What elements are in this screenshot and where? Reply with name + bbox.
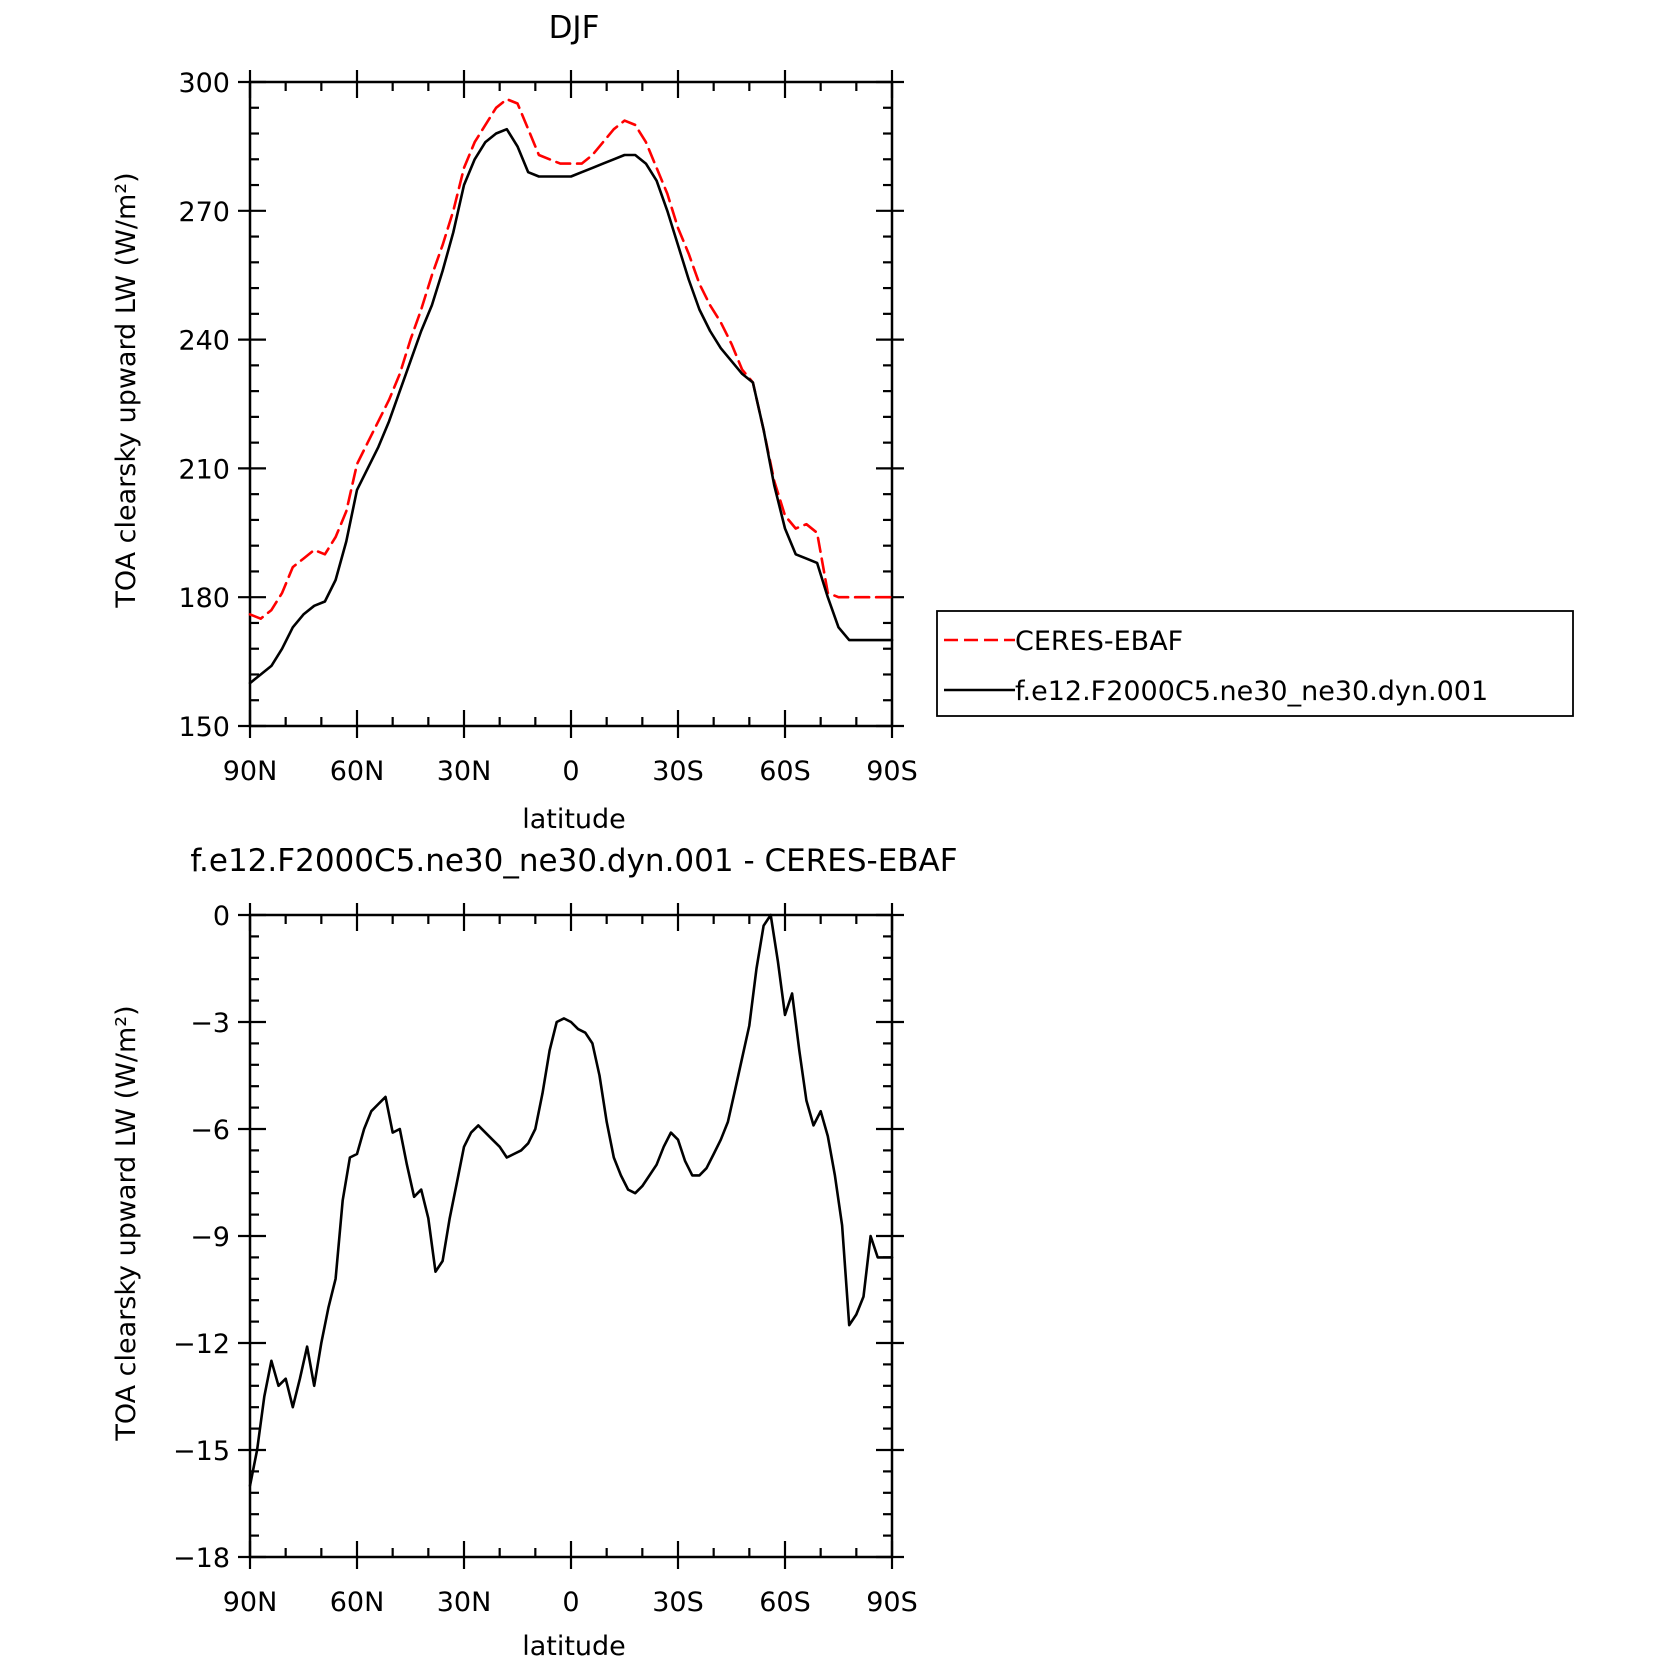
top-x-tick-label: 60S xyxy=(759,756,811,787)
top-axes: 90N 60N 30N 0 30S 60S 90S 150 180 210 240 270 300 xyxy=(178,68,917,787)
top-x-tick-label: 90S xyxy=(866,756,918,787)
bottom-panel-title: f.e12.F2000C5.ne30_ne30.dyn.001 - CERES-… xyxy=(190,843,957,879)
bottom-x-tick-label: 90S xyxy=(866,1587,918,1618)
bottom-x-tick-label: 90N xyxy=(223,1587,278,1618)
bottom-x-tick-label: 30N xyxy=(437,1587,492,1618)
bottom-series-line-difference xyxy=(248,913,894,1487)
bottom-panel: f.e12.F2000C5.ne30_ne30.dyn.001 - CERES-… xyxy=(111,843,958,1662)
legend-label-ceres: CERES-EBAF xyxy=(1015,626,1183,657)
top-y-tick-label: 180 xyxy=(178,583,230,614)
top-y-tick-label: 210 xyxy=(178,454,230,485)
top-xlabel: latitude xyxy=(522,804,626,835)
bottom-y-tick-label: −9 xyxy=(190,1222,230,1253)
top-y-tick-label: 150 xyxy=(178,712,230,743)
bottom-x-tick-label: 60N xyxy=(330,1587,385,1618)
legend-box xyxy=(936,610,1574,717)
top-lines xyxy=(248,97,894,685)
top-x-tick-label: 60N xyxy=(330,756,385,787)
top-series-line-model xyxy=(248,127,894,685)
bottom-axes: 90N 60N 30N 0 30S 60S 90S −18 −15 −12 −9 −6 −3 0 xyxy=(173,901,918,1618)
bottom-plot-frame xyxy=(248,913,894,1559)
top-y-tick-label: 300 xyxy=(178,68,230,99)
top-series-line-ceres-ebaf xyxy=(248,97,894,621)
bottom-x-tick-label: 30S xyxy=(652,1587,704,1618)
top-ylabel: TOA clearsky upward LW (W/m²) xyxy=(111,172,142,608)
top-plot-frame xyxy=(248,80,894,728)
bottom-y-tick-label: −12 xyxy=(173,1329,230,1360)
top-x-tick-label: 0 xyxy=(562,756,579,787)
bottom-ylabel: TOA clearsky upward LW (W/m²) xyxy=(111,1005,142,1441)
legend-label-model: f.e12.F2000C5.ne30_ne30.dyn.001 xyxy=(1015,676,1488,707)
bottom-x-tick-label: 0 xyxy=(562,1587,579,1618)
top-x-tick-label: 30S xyxy=(652,756,704,787)
top-panel-title: DJF xyxy=(549,10,600,46)
bottom-y-tick-label: 0 xyxy=(213,901,230,932)
top-y-tick-label: 270 xyxy=(178,197,230,228)
top-panel: DJF TOA clearsky upward LW (W/m²) latitu… xyxy=(111,10,918,835)
bottom-lines xyxy=(248,913,894,1487)
bottom-y-tick-label: −6 xyxy=(190,1115,230,1146)
bottom-x-tick-label: 60S xyxy=(759,1587,811,1618)
top-x-tick-label: 30N xyxy=(437,756,492,787)
top-x-tick-label: 90N xyxy=(223,756,278,787)
top-y-tick-label: 240 xyxy=(178,326,230,357)
bottom-y-tick-label: −15 xyxy=(173,1436,230,1467)
bottom-y-tick-label: −3 xyxy=(190,1008,230,1039)
bottom-y-tick-label: −18 xyxy=(173,1543,230,1574)
bottom-xlabel: latitude xyxy=(522,1631,626,1662)
legend: CERES-EBAF f.e12.F2000C5.ne30_ne30.dyn.0… xyxy=(936,610,1574,717)
